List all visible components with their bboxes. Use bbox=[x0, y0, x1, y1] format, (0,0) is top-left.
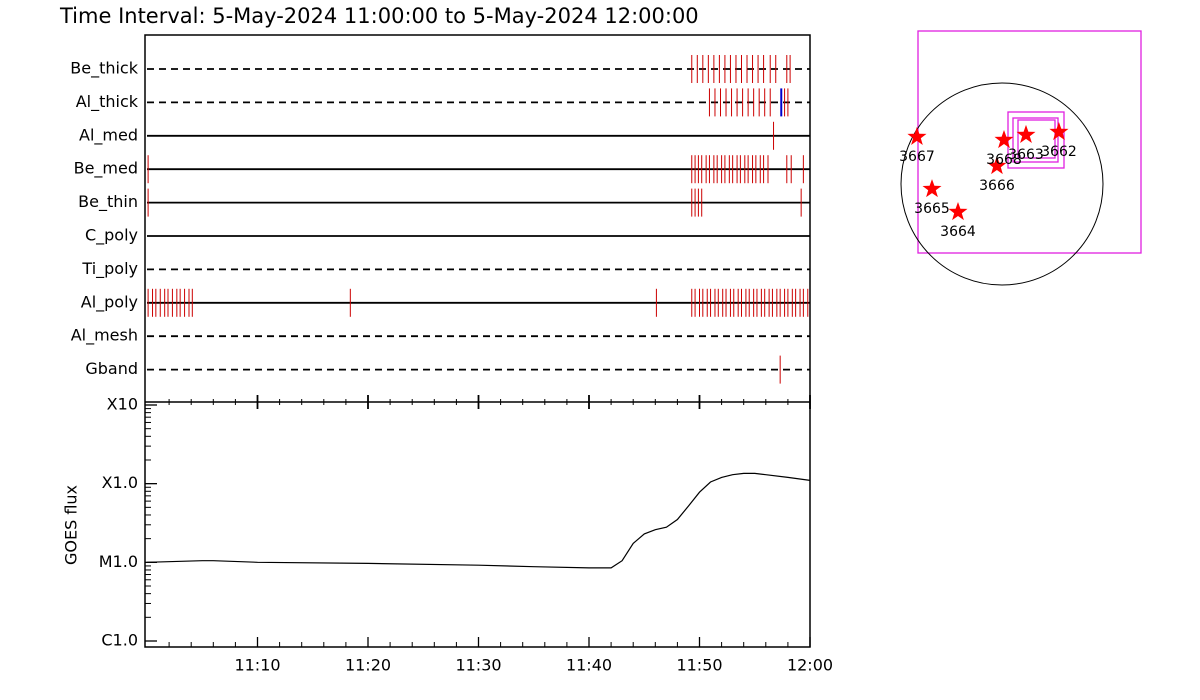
y-axis-label: GOES flux bbox=[62, 485, 81, 565]
fov-box bbox=[1012, 117, 1059, 163]
x-tick-label: 11:20 bbox=[345, 656, 391, 675]
x-tick-label: 11:10 bbox=[234, 656, 280, 675]
region-label: 3665 bbox=[914, 201, 950, 217]
row-label: Be_thin bbox=[78, 192, 138, 212]
region-label: 3664 bbox=[940, 224, 976, 240]
region-label: 3667 bbox=[899, 149, 935, 165]
fov-box bbox=[1017, 119, 1056, 159]
plot-frame bbox=[144, 34, 811, 648]
chart-title: Time Interval: 5-May-2024 11:00:00 to 5-… bbox=[59, 4, 699, 28]
row-label: Al_med bbox=[79, 125, 138, 145]
region-star bbox=[948, 202, 968, 221]
region-label: 3663 bbox=[1008, 147, 1044, 163]
region-star bbox=[1049, 122, 1069, 141]
x-tick-label: 11:50 bbox=[676, 656, 722, 675]
row-label: C_poly bbox=[85, 226, 138, 246]
goes-flux-line bbox=[146, 472, 811, 569]
row-label: Al_thick bbox=[76, 92, 139, 112]
row-label: Al_mesh bbox=[71, 326, 138, 346]
row-label: Ti_poly bbox=[81, 259, 138, 279]
region-label: 3662 bbox=[1041, 144, 1077, 160]
region-star bbox=[1016, 124, 1036, 143]
row-label: Be_thick bbox=[70, 59, 138, 79]
row-label: Al_poly bbox=[81, 292, 138, 312]
region-star bbox=[987, 156, 1007, 175]
y-tick-label: X10 bbox=[107, 395, 138, 414]
row-label: Gband bbox=[85, 359, 138, 378]
x-tick-label: 11:30 bbox=[455, 656, 501, 675]
region-star bbox=[907, 126, 927, 145]
region-star bbox=[922, 179, 942, 198]
y-tick-label: C1.0 bbox=[101, 631, 138, 650]
y-tick-label: M1.0 bbox=[99, 552, 138, 571]
solar-limb bbox=[900, 82, 1104, 286]
y-tick-label: X1.0 bbox=[102, 473, 138, 492]
fov-box bbox=[917, 30, 1142, 254]
region-star bbox=[994, 130, 1014, 149]
x-tick-label: 11:40 bbox=[566, 656, 612, 675]
region-label: 3666 bbox=[979, 178, 1015, 194]
x-tick-label: 12:00 bbox=[787, 656, 833, 675]
region-label: 3668 bbox=[986, 152, 1022, 168]
row-label: Be_med bbox=[74, 159, 138, 179]
